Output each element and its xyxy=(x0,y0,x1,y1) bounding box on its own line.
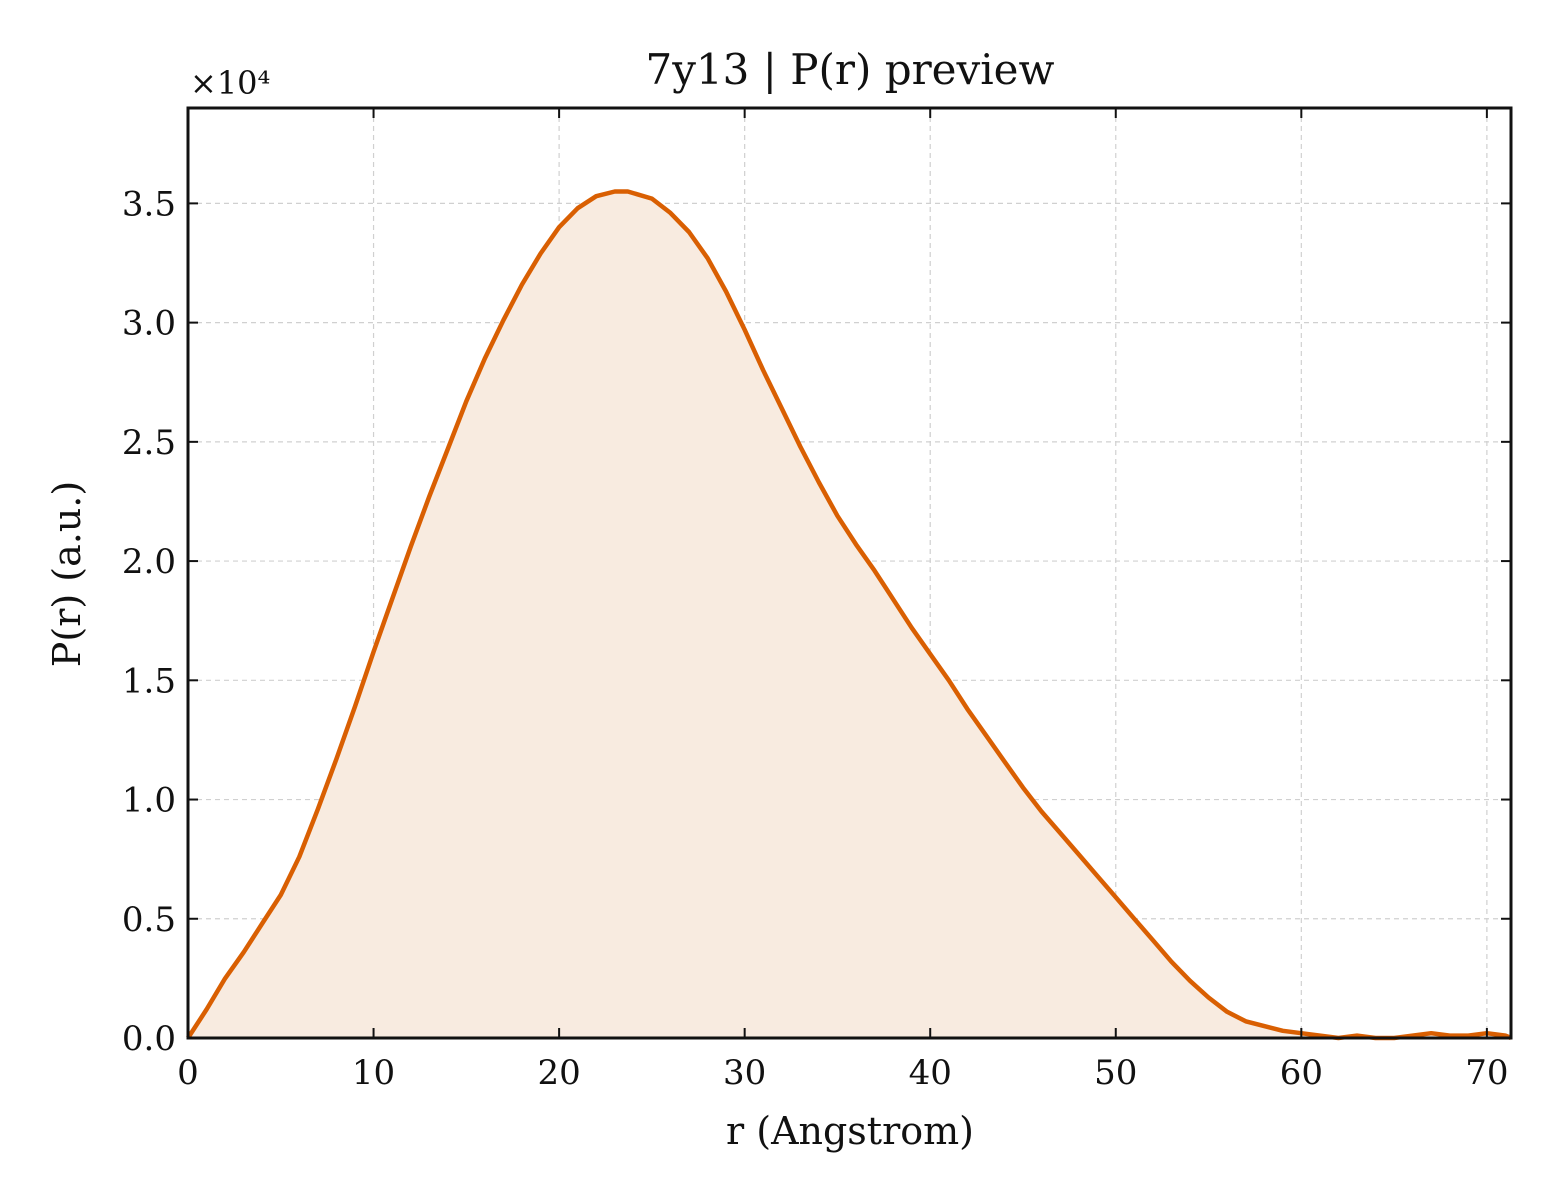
y-tick-label: 2.0 xyxy=(122,542,176,582)
area-fill xyxy=(188,191,1511,1038)
x-tick-label: 0 xyxy=(177,1053,199,1093)
x-tick-label: 30 xyxy=(723,1053,766,1093)
y-axis-label: P(r) (a.u.) xyxy=(45,481,89,667)
x-tick-label: 70 xyxy=(1465,1053,1508,1093)
y-tick-label: 3.0 xyxy=(122,304,176,344)
x-tick-label: 60 xyxy=(1280,1053,1323,1093)
x-tick-label: 50 xyxy=(1094,1053,1137,1093)
x-axis-ticks: 0 10 20 30 40 50 60 70 xyxy=(177,108,1509,1093)
y-tick-label: 0.0 xyxy=(122,1019,176,1059)
y-tick-label: 3.5 xyxy=(122,184,176,224)
x-tick-label: 20 xyxy=(537,1053,580,1093)
y-tick-label: 2.5 xyxy=(122,423,176,463)
y-tick-label: 1.0 xyxy=(122,781,176,821)
chart-title: 7y13 | P(r) preview xyxy=(646,45,1055,94)
y-axis-multiplier: ×10⁴ xyxy=(190,64,270,102)
y-axis-ticks: 0.0 0.5 1.0 1.5 2.0 2.5 3.0 3.5 xyxy=(122,184,1511,1059)
y-tick-label: 1.5 xyxy=(122,661,176,701)
y-tick-label: 0.5 xyxy=(122,900,176,940)
x-tick-label: 10 xyxy=(352,1053,395,1093)
x-axis-label: r (Angstrom) xyxy=(726,1109,974,1153)
plot-frame xyxy=(186,106,1513,1040)
x-tick-label: 40 xyxy=(909,1053,952,1093)
